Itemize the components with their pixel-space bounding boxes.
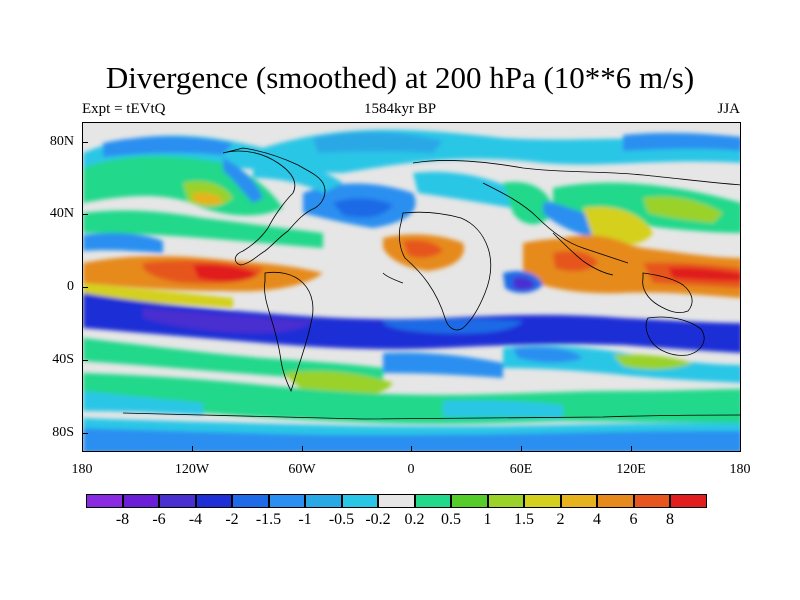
lon-tick-180e: 180 — [729, 462, 751, 477]
colorbar-swatch — [524, 494, 561, 508]
colorbar-swatch — [378, 494, 415, 508]
lon-tick-120w: 120W — [174, 462, 210, 477]
lon-tickmark — [302, 446, 303, 452]
divergence-map — [82, 122, 741, 452]
lat-tickmark — [82, 142, 88, 143]
colorbar-swatch — [414, 494, 451, 508]
colorbar-label: 4 — [593, 511, 601, 528]
colorbar-label: 0.5 — [441, 511, 461, 528]
lon-tickmark — [631, 446, 632, 452]
colorbar-label: 1 — [483, 511, 492, 528]
colorbar-swatch — [633, 494, 670, 508]
colorbar-label: 2 — [556, 511, 565, 528]
colorbar-label: -1.5 — [255, 511, 282, 528]
colorbar-label: 8 — [666, 511, 674, 528]
lon-tickmark — [521, 446, 522, 452]
coastlines — [122, 147, 740, 420]
lat-tick-0: 0 — [67, 279, 74, 294]
colorbar-label: 1.5 — [514, 511, 534, 528]
colorbar-swatch — [341, 494, 378, 508]
lon-tickmark — [192, 446, 193, 452]
lat-tick-40s: 40S — [52, 352, 74, 367]
plot-title: Divergence (smoothed) at 200 hPa (10**6 … — [105, 60, 695, 95]
colorbar-swatch — [195, 494, 232, 508]
lon-tick-180w: 180 — [71, 462, 93, 477]
colorbar-label: -2 — [225, 511, 239, 528]
colorbar — [86, 494, 707, 508]
colorbar-swatch — [305, 494, 342, 508]
colorbar-label: -0.5 — [328, 511, 355, 528]
colorbar-label: 6 — [629, 511, 638, 528]
colorbar-swatch — [268, 494, 305, 508]
colorbar-swatch — [122, 494, 159, 508]
colorbar-swatch — [487, 494, 524, 508]
lon-tick-0: 0 — [407, 462, 415, 477]
lat-tickmark — [82, 287, 88, 288]
lat-tick-40n: 40N — [49, 206, 74, 221]
colorbar-swatch — [86, 494, 123, 508]
lon-tick-60w: 60W — [288, 462, 316, 477]
colorbar-label: -6 — [152, 511, 166, 528]
experiment-label: Expt = tEVtQ — [82, 101, 166, 117]
lon-tickmark — [411, 446, 412, 452]
lat-tickmark — [82, 360, 88, 361]
colorbar-swatch — [232, 494, 269, 508]
colorbar-label: -1 — [298, 511, 312, 528]
colorbar-label: -0.2 — [365, 511, 391, 528]
colorbar-label: 0.2 — [404, 511, 425, 528]
lat-tick-80n: 80N — [49, 134, 74, 149]
lat-tickmark — [82, 433, 88, 434]
colorbar-swatch — [670, 494, 707, 508]
lon-tick-60e: 60E — [509, 462, 533, 477]
lat-tickmark — [82, 214, 88, 215]
colorbar-swatch — [159, 494, 196, 508]
colorbar-label: -4 — [188, 511, 203, 528]
time-label: 1584kyr BP — [363, 101, 437, 117]
season-label: JJA — [717, 101, 740, 117]
lat-tick-80s: 80S — [52, 425, 74, 440]
colorbar-label: -8 — [115, 511, 130, 528]
colorbar-swatch — [597, 494, 634, 508]
colorbar-swatch — [451, 494, 488, 508]
lon-tick-120e: 120E — [616, 462, 646, 477]
colorbar-swatch — [560, 494, 597, 508]
